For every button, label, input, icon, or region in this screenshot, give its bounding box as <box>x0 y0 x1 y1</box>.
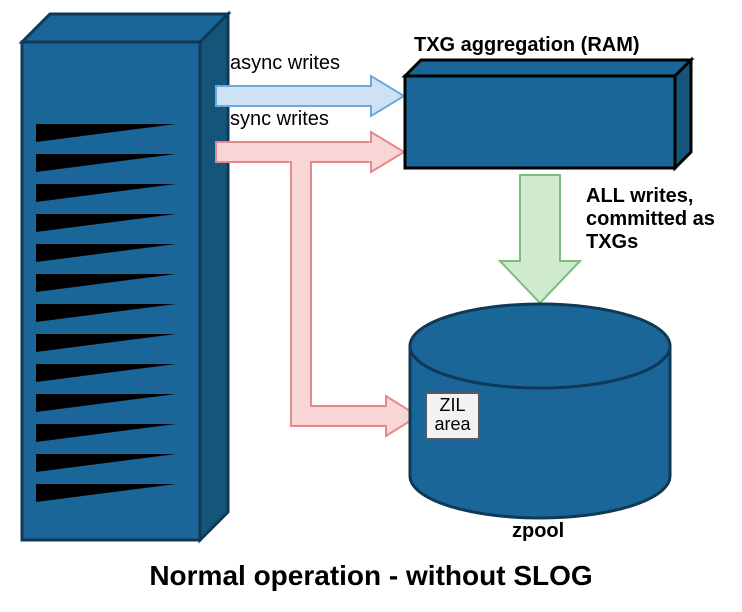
label-zpool: zpool <box>512 520 564 543</box>
label-txg-aggregation: TXG aggregation (RAM) <box>414 34 640 57</box>
ram-box <box>405 60 705 180</box>
arrow-sync-writes <box>216 132 426 442</box>
zil-area-box: ZIL area <box>425 392 480 440</box>
caption: Normal operation - without SLOG <box>0 560 742 592</box>
label-all-writes-l3: TXGs <box>586 231 638 253</box>
server-tower <box>22 14 232 544</box>
diagram-canvas: async writes sync writes TXG aggregation… <box>0 0 742 612</box>
label-all-writes-l2: committed as <box>586 208 715 230</box>
label-sync-writes: sync writes <box>230 108 329 131</box>
label-all-writes-l1: ALL writes, <box>586 185 693 207</box>
zil-line2: area <box>434 414 470 434</box>
arrow-all-writes <box>500 175 580 307</box>
label-all-writes: ALL writes, committed as TXGs <box>586 185 715 254</box>
label-async-writes: async writes <box>230 52 340 75</box>
zil-line1: ZIL <box>439 395 465 415</box>
